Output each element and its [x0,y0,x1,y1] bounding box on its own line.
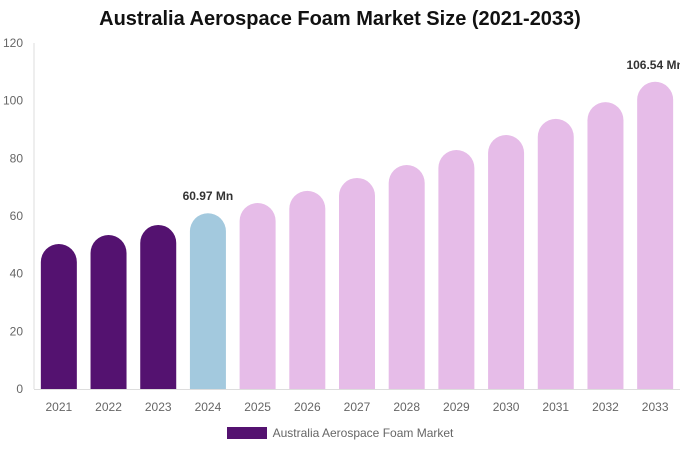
bar-2021 [40,243,77,389]
x-tick-label: 2027 [344,400,371,414]
x-tick-label: 2026 [294,400,321,414]
legend-label: Australia Aerospace Foam Market [272,426,454,440]
y-tick-label: 40 [10,267,24,281]
bar-2023 [140,224,177,389]
x-tick-label: 2033 [642,400,669,414]
x-tick-label: 2032 [592,400,619,414]
bar-2030 [488,135,525,389]
x-tick-label: 2031 [542,400,569,414]
bar-2029 [438,149,475,389]
y-tick-label: 80 [10,151,24,165]
bar-2025 [239,203,276,389]
y-tick-label: 120 [3,36,23,50]
bar-2024 [189,213,226,389]
legend: Australia Aerospace Foam Market [0,426,680,440]
bar-2028 [388,164,425,389]
x-tick-label: 2023 [145,400,172,414]
y-tick-label: 0 [16,382,23,396]
y-tick-label: 20 [10,324,24,338]
x-tick-label: 2022 [95,400,122,414]
x-tick-label: 2025 [244,400,271,414]
data-label: 106.54 Mn [626,58,680,72]
bar-2027 [339,177,375,389]
bar-2022 [90,235,127,389]
x-tick-label: 2021 [45,400,72,414]
data-label: 60.97 Mn [183,189,234,203]
bar-2033 [637,81,674,390]
legend-swatch [226,427,267,439]
bar-2032 [587,102,624,389]
y-tick-label: 60 [10,209,24,223]
x-tick-label: 2028 [393,400,420,414]
bar-2031 [537,118,574,390]
x-tick-label: 2030 [493,400,520,414]
x-tick-label: 2024 [195,400,222,414]
chart-title: Australia Aerospace Foam Market Size (20… [99,8,581,30]
bar-2026 [289,190,326,389]
x-tick-label: 2029 [443,400,470,414]
y-tick-label: 100 [3,94,23,108]
